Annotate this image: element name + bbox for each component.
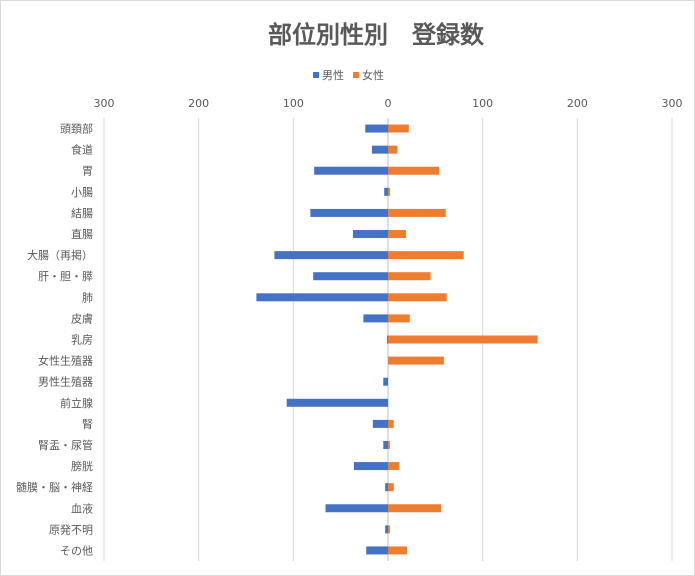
bar-male [310, 208, 388, 217]
category-label: 頭頚部 [60, 122, 93, 136]
bar-male [363, 314, 388, 323]
bar-female [388, 335, 538, 344]
category-label: 髄膜・脳・神経 [16, 480, 93, 494]
bar-male [352, 230, 388, 239]
bar-male [385, 483, 388, 492]
category-label: 原発不明 [49, 522, 93, 536]
bar-female [388, 546, 407, 555]
category-label: 膀胱 [71, 459, 93, 473]
bar-male [325, 504, 388, 513]
x-tick-label: 100 [472, 97, 493, 110]
bar-male [387, 335, 389, 344]
x-tick-label: 0 [385, 97, 392, 110]
bar-female [388, 272, 431, 281]
bar-female [388, 356, 444, 365]
category-label: 腎 [82, 418, 93, 431]
category-label: 血液 [71, 501, 93, 515]
bar-male [384, 187, 388, 196]
category-label: 男性生殖器 [38, 375, 93, 389]
category-label: 胃 [82, 165, 93, 178]
x-tick-label: 200 [567, 97, 588, 110]
bar-female [388, 230, 406, 239]
bar-female [388, 314, 410, 323]
x-tick-label: 300 [662, 97, 683, 110]
bar-male [366, 546, 388, 555]
bar-male [385, 525, 388, 534]
legend-label-male: 男性 [322, 68, 344, 82]
bar-male [371, 145, 388, 154]
category-label: 小腸 [71, 186, 93, 199]
legend: 男性 女性 [313, 68, 384, 82]
bar-male [365, 124, 388, 133]
bar-female [388, 440, 390, 449]
category-label: 肝・胆・膵 [38, 270, 93, 283]
bar-female [388, 187, 390, 196]
bar-male [256, 293, 388, 302]
x-tick-label: 200 [188, 97, 209, 110]
category-label: 腎盂・尿管 [38, 438, 93, 452]
bar-female [388, 208, 446, 217]
legend-swatch-female [353, 72, 359, 78]
bar-female [388, 166, 440, 175]
x-axis-ticks: 300 200 100 0 100 200 300 [94, 97, 683, 110]
bar-female [388, 251, 464, 260]
bar-female [388, 504, 442, 513]
category-label: 結腸 [71, 206, 93, 220]
bar-male [383, 377, 388, 386]
category-label: 皮膚 [71, 311, 93, 325]
bar-female [388, 145, 398, 154]
bar-male [286, 398, 388, 407]
bar-male [313, 272, 388, 281]
bar-male [372, 419, 388, 428]
category-label: 乳房 [71, 334, 93, 347]
bar-female [388, 419, 394, 428]
category-label: 食道 [71, 143, 93, 157]
x-tick-label: 300 [94, 97, 115, 110]
category-label: 肺 [82, 291, 93, 304]
bar-female [388, 525, 390, 534]
bar-male [274, 251, 388, 260]
bar-male [383, 440, 388, 449]
bars [256, 124, 538, 555]
bar-female [388, 462, 400, 471]
category-label: 大腸（再掲） [27, 248, 93, 262]
legend-label-female: 女性 [362, 68, 384, 82]
bar-female [388, 293, 447, 302]
category-label: その他 [60, 544, 93, 557]
x-tick-label: 100 [283, 97, 304, 110]
legend-swatch-male [313, 72, 319, 78]
chart-title: 部位別性別 登録数 [268, 21, 485, 49]
category-label: 直腸 [71, 227, 93, 241]
bar-male [353, 462, 388, 471]
bar-female [388, 124, 409, 133]
category-label: 前立腺 [60, 396, 93, 410]
category-label: 女性生殖器 [38, 354, 93, 368]
bar-male [314, 166, 388, 175]
bar-female [388, 483, 394, 492]
